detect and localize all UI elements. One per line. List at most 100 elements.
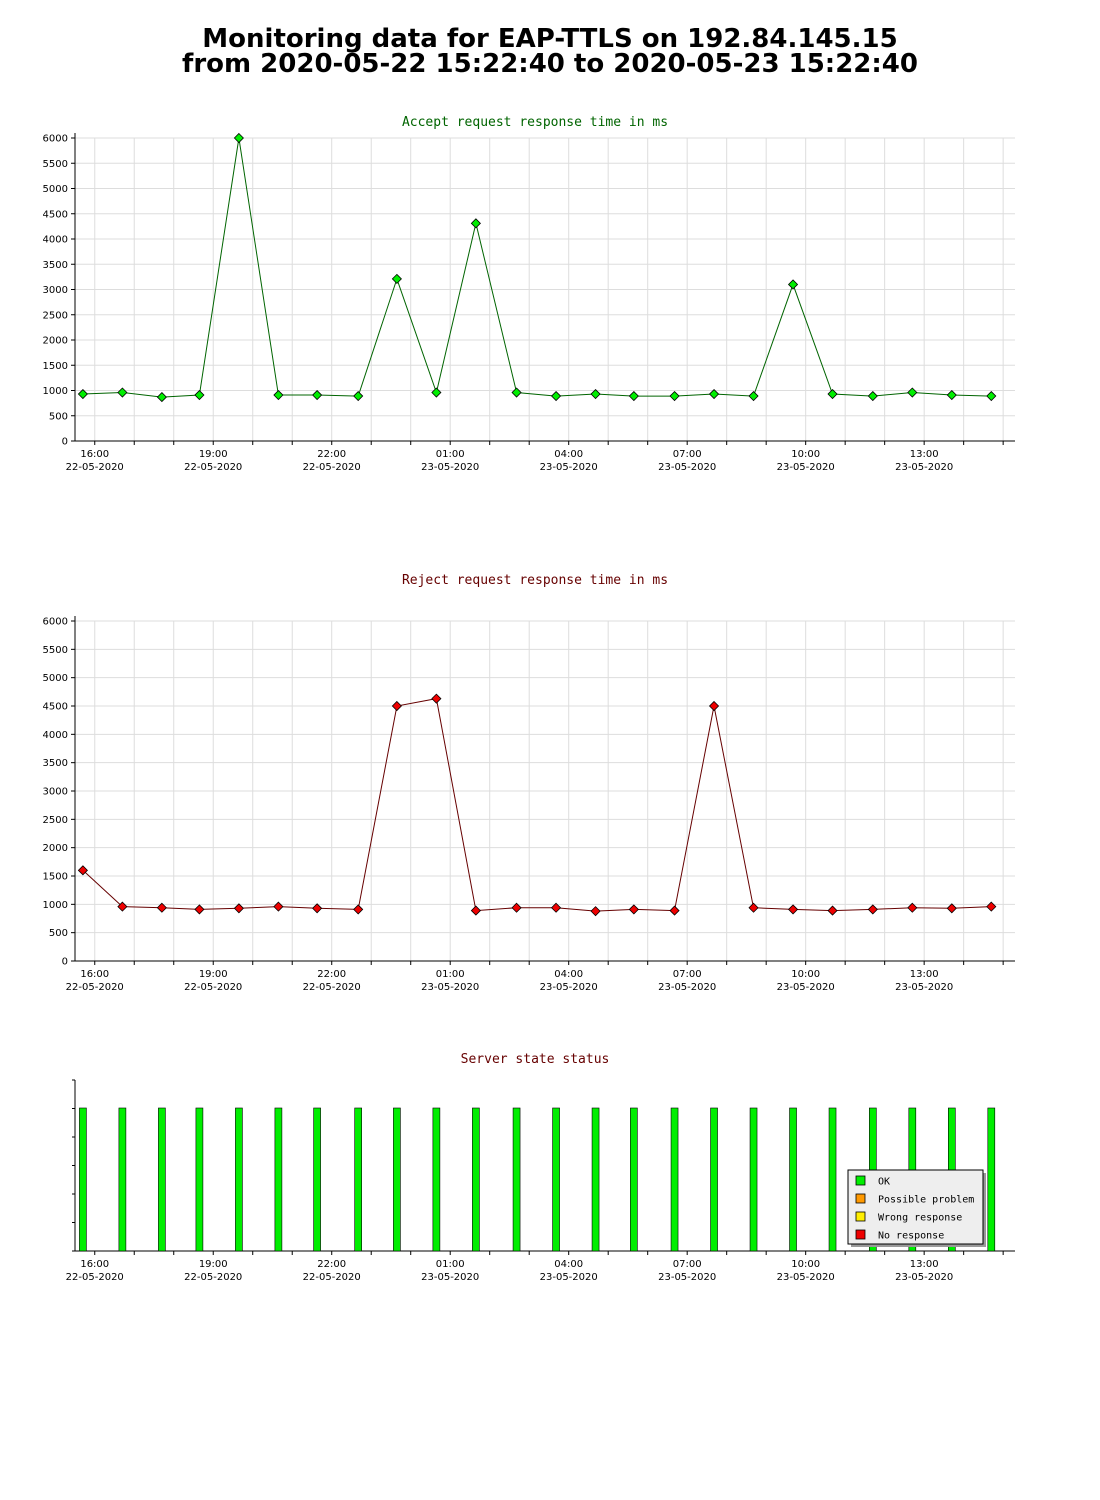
reject-data-point	[907, 902, 918, 913]
reject-data-point	[470, 905, 481, 916]
y-tick-label: 4000	[43, 730, 68, 741]
reject-data-point	[353, 904, 364, 915]
status-bar	[393, 1107, 401, 1252]
accept-data-point	[511, 387, 522, 398]
reject-data-point	[986, 901, 997, 912]
reject-data-point	[867, 904, 878, 915]
accept-data-point	[748, 390, 759, 402]
accept-data-point	[233, 132, 244, 144]
legend	[847, 1169, 984, 1245]
x-tick-label-date: 23-05-2020	[421, 462, 479, 473]
status-bar	[472, 1107, 480, 1252]
y-tick-label: 1500	[43, 872, 68, 883]
server-status-chart: Server state status 16:00 22-05-2020 19:00 2…	[66, 1052, 1015, 1283]
legend-swatch	[855, 1229, 866, 1240]
x-tick-label-time: 01:00	[436, 969, 465, 980]
x-tick-label-date: 23-05-2020	[658, 982, 716, 993]
status-bar	[789, 1107, 797, 1252]
x-tick-label-date: 23-05-2020	[777, 462, 835, 473]
accept-data-point	[986, 390, 997, 402]
x-tick-label-time: 16:00	[80, 969, 109, 980]
x-tick-label-time: 19:00	[199, 449, 228, 460]
accept-data-point	[628, 390, 639, 402]
status-bar	[274, 1107, 283, 1252]
status-bar	[235, 1107, 243, 1252]
accept-series-line	[82, 137, 992, 398]
accept-data-point	[946, 389, 957, 401]
accept-data-point	[470, 218, 481, 229]
x-tick-label-date: 23-05-2020	[421, 1272, 479, 1283]
x-tick-label-time: 22:00	[317, 449, 346, 460]
status-bar	[670, 1107, 679, 1252]
x-tick-label-time: 16:00	[80, 449, 109, 460]
status-bar	[195, 1107, 204, 1252]
reject-data-point	[748, 902, 759, 913]
y-tick-label: 5500	[43, 645, 68, 656]
y-tick-label: 3500	[43, 758, 68, 769]
x-tick-label-time: 01:00	[436, 449, 465, 460]
x-tick-label-date: 23-05-2020	[777, 982, 835, 993]
x-tick-label-time: 22:00	[317, 969, 346, 980]
reject-data-point	[827, 905, 838, 916]
y-tick-label: 0	[62, 957, 68, 968]
status-bar	[432, 1107, 441, 1252]
y-tick-label: 5500	[43, 159, 68, 170]
x-tick-label-time: 07:00	[673, 1259, 702, 1270]
accept-data-point	[827, 388, 838, 400]
x-tick-label-date: 22-05-2020	[303, 982, 361, 993]
x-tick-label-time: 19:00	[199, 969, 228, 980]
reject-data-point	[669, 905, 680, 916]
accept-data-point	[669, 390, 680, 402]
x-tick-label-time: 22:00	[317, 1259, 346, 1270]
reject-data-point	[391, 700, 402, 712]
reject-data-point	[628, 904, 639, 915]
x-tick-label-date: 22-05-2020	[184, 462, 242, 473]
x-tick-label-time: 10:00	[791, 449, 820, 460]
y-tick-label: 3000	[43, 285, 68, 296]
x-tick-label-date: 22-05-2020	[184, 1272, 242, 1283]
accept-data-point	[391, 273, 402, 284]
x-tick-label-time: 10:00	[791, 1259, 820, 1270]
legend-swatch	[855, 1211, 866, 1222]
status-chart-title: Server state status	[461, 1052, 610, 1067]
status-bar	[354, 1107, 362, 1252]
x-tick-label-date: 22-05-2020	[303, 462, 361, 473]
status-bar	[630, 1107, 638, 1252]
status-bar	[79, 1107, 87, 1252]
accept-data-point	[708, 388, 720, 400]
y-tick-label: 2000	[43, 336, 68, 347]
x-tick-label-date: 23-05-2020	[421, 982, 479, 993]
accept-data-point	[907, 387, 918, 398]
page-title-line-1: Monitoring data for EAP-TTLS on 192.84.1…	[202, 24, 898, 54]
x-tick-label-time: 10:00	[791, 969, 820, 980]
y-tick-label: 6000	[43, 617, 68, 628]
status-bar	[828, 1107, 837, 1252]
accept-data-point	[867, 390, 878, 402]
status-bar	[158, 1107, 166, 1252]
x-tick-label-date: 23-05-2020	[540, 1272, 598, 1283]
legend-swatch	[855, 1193, 866, 1204]
y-tick-label: 4000	[43, 235, 68, 246]
x-tick-label-time: 04:00	[554, 449, 583, 460]
x-tick-label-date: 23-05-2020	[540, 982, 598, 993]
x-tick-label-date: 22-05-2020	[184, 982, 242, 993]
y-tick-label: 2500	[43, 310, 68, 321]
reject-response-chart: Reject request response time in ms 0 500 10…	[43, 573, 1015, 993]
x-tick-label-date: 23-05-2020	[658, 1272, 716, 1283]
y-tick-label: 5000	[43, 184, 68, 195]
status-bar	[591, 1107, 600, 1252]
x-tick-label-date: 22-05-2020	[303, 1272, 361, 1283]
reject-series-line	[82, 698, 992, 912]
x-tick-label-date: 23-05-2020	[895, 1272, 953, 1283]
y-tick-label: 1000	[43, 900, 68, 911]
y-tick-label: 3500	[43, 260, 68, 271]
accept-data-point	[590, 388, 601, 400]
x-tick-label-time: 01:00	[436, 1259, 465, 1270]
reject-data-point	[946, 903, 957, 914]
accept-data-point	[353, 390, 364, 402]
x-tick-label-time: 07:00	[673, 969, 702, 980]
x-tick-label-date: 23-05-2020	[895, 982, 953, 993]
x-tick-label-time: 07:00	[673, 449, 702, 460]
y-tick-label: 2000	[43, 843, 68, 854]
reject-data-point	[194, 904, 205, 915]
